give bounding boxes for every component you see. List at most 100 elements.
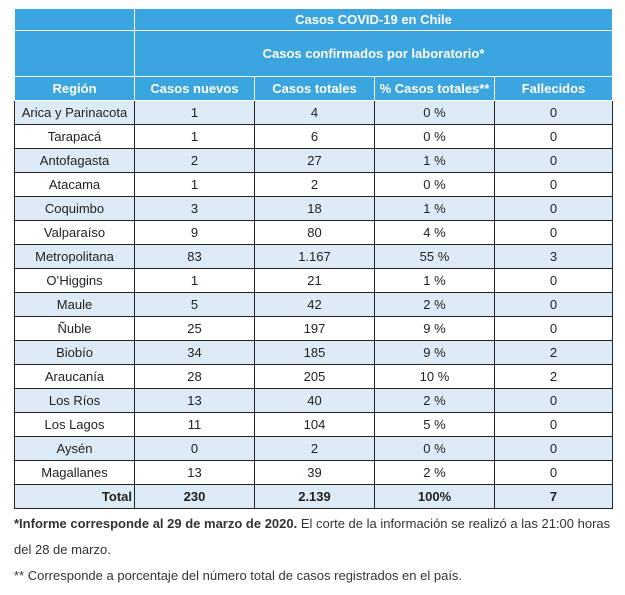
- table-row: Magallanes 13 39 2 % 0: [14, 460, 614, 485]
- cell-region: Arica y Parinacota: [14, 100, 135, 125]
- cell-deaths: 0: [493, 268, 614, 293]
- total-row: Total 230 2.139 100% 7: [14, 484, 614, 509]
- cell-deaths: 3: [493, 244, 614, 269]
- cell-total-cases: 197: [254, 316, 375, 341]
- cell-percent-total: 0 %: [374, 436, 495, 461]
- cell-deaths: 0: [493, 436, 614, 461]
- cell-new-cases: 9: [134, 220, 255, 245]
- cell-percent-total: 1 %: [374, 196, 495, 221]
- cell-region: Coquimbo: [14, 196, 135, 221]
- cell-deaths: 0: [493, 196, 614, 221]
- cell-total-cases: 185: [254, 340, 375, 365]
- cell-percent-total: 1 %: [374, 268, 495, 293]
- cell-total-cases: 18: [254, 196, 375, 221]
- header-blank-cell: [14, 8, 135, 31]
- table-subtitle: Casos confirmados por laboratorio*: [133, 30, 614, 77]
- cell-new-cases: 0: [134, 436, 255, 461]
- cell-percent-total: 2 %: [374, 460, 495, 485]
- cell-new-cases: 34: [134, 340, 255, 365]
- footnote-report-date-rest: El corte de la información se realizó a …: [14, 516, 611, 557]
- cell-deaths: 2: [493, 364, 614, 389]
- column-header-total-cases: Casos totales: [254, 76, 375, 101]
- table-row: O’Higgins 1 21 1 % 0: [14, 268, 614, 293]
- cell-total-cases: 80: [254, 220, 375, 245]
- cell-percent-total: 5 %: [374, 412, 495, 437]
- cell-total-cases: 4: [254, 100, 375, 125]
- cell-percent-total: 0 %: [374, 100, 495, 125]
- cell-new-cases: 11: [134, 412, 255, 437]
- table-row: Los Ríos 13 40 2 % 0: [14, 388, 614, 413]
- cell-region: Metropolitana: [14, 244, 135, 269]
- cell-region: Araucanía: [14, 364, 135, 389]
- cell-deaths: 0: [493, 412, 614, 437]
- cell-region: Tarapacá: [14, 124, 135, 149]
- column-header-percent-total: % Casos totales**: [374, 76, 495, 101]
- table-row: Los Lagos 11 104 5 % 0: [14, 412, 614, 437]
- table-row: Tarapacá 1 6 0 % 0: [14, 124, 614, 149]
- cell-percent-total: 2 %: [374, 292, 495, 317]
- covid-cases-table: Casos COVID-19 en Chile Casos confirmado…: [14, 8, 614, 509]
- cell-region: Valparaíso: [14, 220, 135, 245]
- cell-region: Maule: [14, 292, 135, 317]
- cell-region: O’Higgins: [14, 268, 135, 293]
- total-deaths: 7: [493, 484, 614, 509]
- cell-percent-total: 0 %: [374, 124, 495, 149]
- cell-deaths: 0: [493, 220, 614, 245]
- cell-region: Ñuble: [14, 316, 135, 341]
- cell-new-cases: 13: [134, 460, 255, 485]
- cell-deaths: 0: [493, 100, 614, 125]
- covid-report: Casos COVID-19 en Chile Casos confirmado…: [14, 8, 614, 589]
- cell-region: Magallanes: [14, 460, 135, 485]
- total-label: Total: [14, 484, 135, 509]
- table-row: Valparaíso 9 80 4 % 0: [14, 220, 614, 245]
- column-header-region: Región: [14, 76, 135, 101]
- cell-total-cases: 2: [254, 172, 375, 197]
- cell-deaths: 0: [493, 316, 614, 341]
- cell-deaths: 0: [493, 388, 614, 413]
- cell-new-cases: 83: [134, 244, 255, 269]
- table-row: Metropolitana 83 1.167 55 % 3: [14, 244, 614, 269]
- footnote-percentage: ** Corresponde a porcentaje del número t…: [14, 568, 463, 583]
- column-header-new-cases: Casos nuevos: [134, 76, 255, 101]
- table-body: Arica y Parinacota 1 4 0 % 0 Tarapacá 1 6 0 % 0 An…: [14, 100, 614, 509]
- cell-total-cases: 39: [254, 460, 375, 485]
- cell-total-cases: 205: [254, 364, 375, 389]
- cell-deaths: 0: [493, 172, 614, 197]
- footnote-report-date-bold: *Informe corresponde al 29 de marzo de 2…: [14, 516, 298, 531]
- cell-percent-total: 55 %: [374, 244, 495, 269]
- table-row: Biobío 34 185 9 % 2: [14, 340, 614, 365]
- cell-region: Atacama: [14, 172, 135, 197]
- cell-new-cases: 2: [134, 148, 255, 173]
- header-blank-cell: [14, 30, 135, 77]
- cell-total-cases: 21: [254, 268, 375, 293]
- footnote-report-date: *Informe corresponde al 29 de marzo de 2…: [14, 511, 612, 563]
- table-row: Arica y Parinacota 1 4 0 % 0: [14, 100, 614, 125]
- cell-new-cases: 1: [134, 100, 255, 125]
- cell-deaths: 0: [493, 460, 614, 485]
- cell-new-cases: 3: [134, 196, 255, 221]
- cell-total-cases: 40: [254, 388, 375, 413]
- column-header-row: Región Casos nuevos Casos totales % Caso…: [14, 76, 614, 101]
- table-row: Araucanía 28 205 10 % 2: [14, 364, 614, 389]
- cell-total-cases: 42: [254, 292, 375, 317]
- table-row: Coquimbo 3 18 1 % 0: [14, 196, 614, 221]
- cell-total-cases: 2: [254, 436, 375, 461]
- cell-percent-total: 4 %: [374, 220, 495, 245]
- cell-new-cases: 1: [134, 124, 255, 149]
- cell-new-cases: 1: [134, 268, 255, 293]
- column-header-deaths: Fallecidos: [493, 76, 614, 101]
- cell-deaths: 2: [493, 340, 614, 365]
- cell-new-cases: 28: [134, 364, 255, 389]
- cell-new-cases: 13: [134, 388, 255, 413]
- cell-percent-total: 2 %: [374, 388, 495, 413]
- cell-new-cases: 25: [134, 316, 255, 341]
- cell-region: Los Ríos: [14, 388, 135, 413]
- cell-new-cases: 1: [134, 172, 255, 197]
- total-total-cases: 2.139: [254, 484, 375, 509]
- cell-deaths: 0: [493, 124, 614, 149]
- table-row: Ñuble 25 197 9 % 0: [14, 316, 614, 341]
- table-row: Maule 5 42 2 % 0: [14, 292, 614, 317]
- cell-percent-total: 9 %: [374, 340, 495, 365]
- cell-region: Los Lagos: [14, 412, 135, 437]
- cell-percent-total: 0 %: [374, 172, 495, 197]
